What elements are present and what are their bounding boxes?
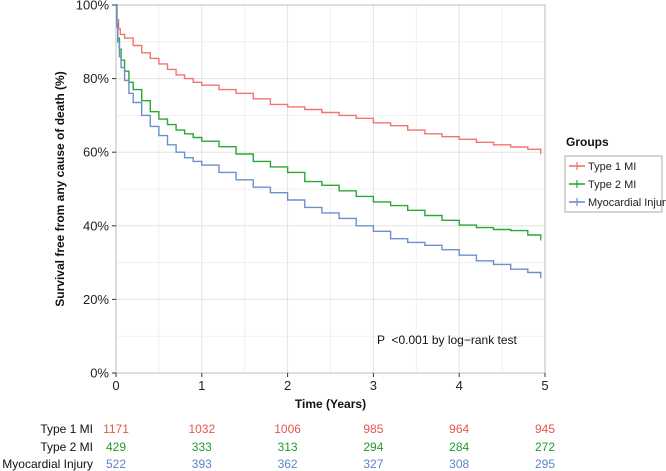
legend: Groups Type 1 MI Type 2 MI Myocardial Inju…	[564, 135, 666, 213]
grid	[115, 4, 546, 374]
risk-value: 308	[449, 457, 469, 471]
risk-value: 393	[192, 457, 212, 471]
risk-value: 333	[192, 440, 212, 454]
risk-value: 294	[363, 440, 383, 454]
y-tick-label: 80%	[83, 71, 109, 86]
legend-label: Myocardial Injury	[588, 197, 666, 209]
series-line-2	[116, 4, 542, 238]
y-tick-label: 60%	[83, 145, 109, 160]
y-axis-title: Survival free from any cause of death (%…	[53, 71, 67, 306]
risk-value: 522	[106, 457, 126, 471]
axes: 0% 20% 40% 60% 80% 100% 0 1 2 3 4 5	[76, 0, 549, 393]
y-tick-label: 40%	[83, 218, 109, 233]
risk-value: 362	[278, 457, 298, 471]
x-tick-label: 0	[112, 378, 119, 393]
risk-value: 1032	[188, 422, 215, 436]
x-axis-title: Time (Years)	[295, 397, 366, 411]
risk-value: 1006	[274, 422, 301, 436]
risk-row-label: Type 2 MI	[40, 440, 93, 454]
legend-label: Type 1 MI	[588, 161, 636, 173]
risk-value: 964	[449, 422, 469, 436]
risk-value: 272	[535, 440, 555, 454]
x-tick-label: 3	[370, 378, 377, 393]
x-tick-label: 2	[284, 378, 291, 393]
y-tick-label: 100%	[76, 0, 110, 13]
series-line-3	[116, 4, 542, 276]
risk-value: 284	[449, 440, 469, 454]
risk-value: 1171	[103, 422, 129, 436]
risk-value: 429	[106, 440, 126, 454]
y-tick-label: 0%	[90, 366, 109, 381]
x-tick-label: 4	[456, 378, 463, 393]
risk-value: 985	[363, 422, 383, 436]
legend-label: Type 2 MI	[588, 179, 636, 191]
series-line-1	[116, 4, 542, 152]
risk-value: 295	[535, 457, 555, 471]
risk-value: 313	[278, 440, 298, 454]
risk-value: 945	[535, 422, 555, 436]
risk-row-label: Myocardial Injury	[2, 457, 93, 471]
y-tick-label: 20%	[83, 292, 109, 307]
x-tick-label: 1	[198, 378, 205, 393]
risk-value: 327	[363, 457, 383, 471]
risk-table: Type 1 MI 1171 1032 1006 985 964 945 Type 2 MI 4…	[2, 422, 555, 471]
risk-row-label: Type 1 MI	[40, 422, 93, 436]
x-tick-label: 5	[541, 378, 548, 393]
legend-title: Groups	[566, 135, 609, 149]
plot-frame	[115, 4, 546, 374]
series-lines	[116, 4, 542, 279]
p-value-annotation: P <0.001 by log−rank test	[377, 333, 518, 347]
